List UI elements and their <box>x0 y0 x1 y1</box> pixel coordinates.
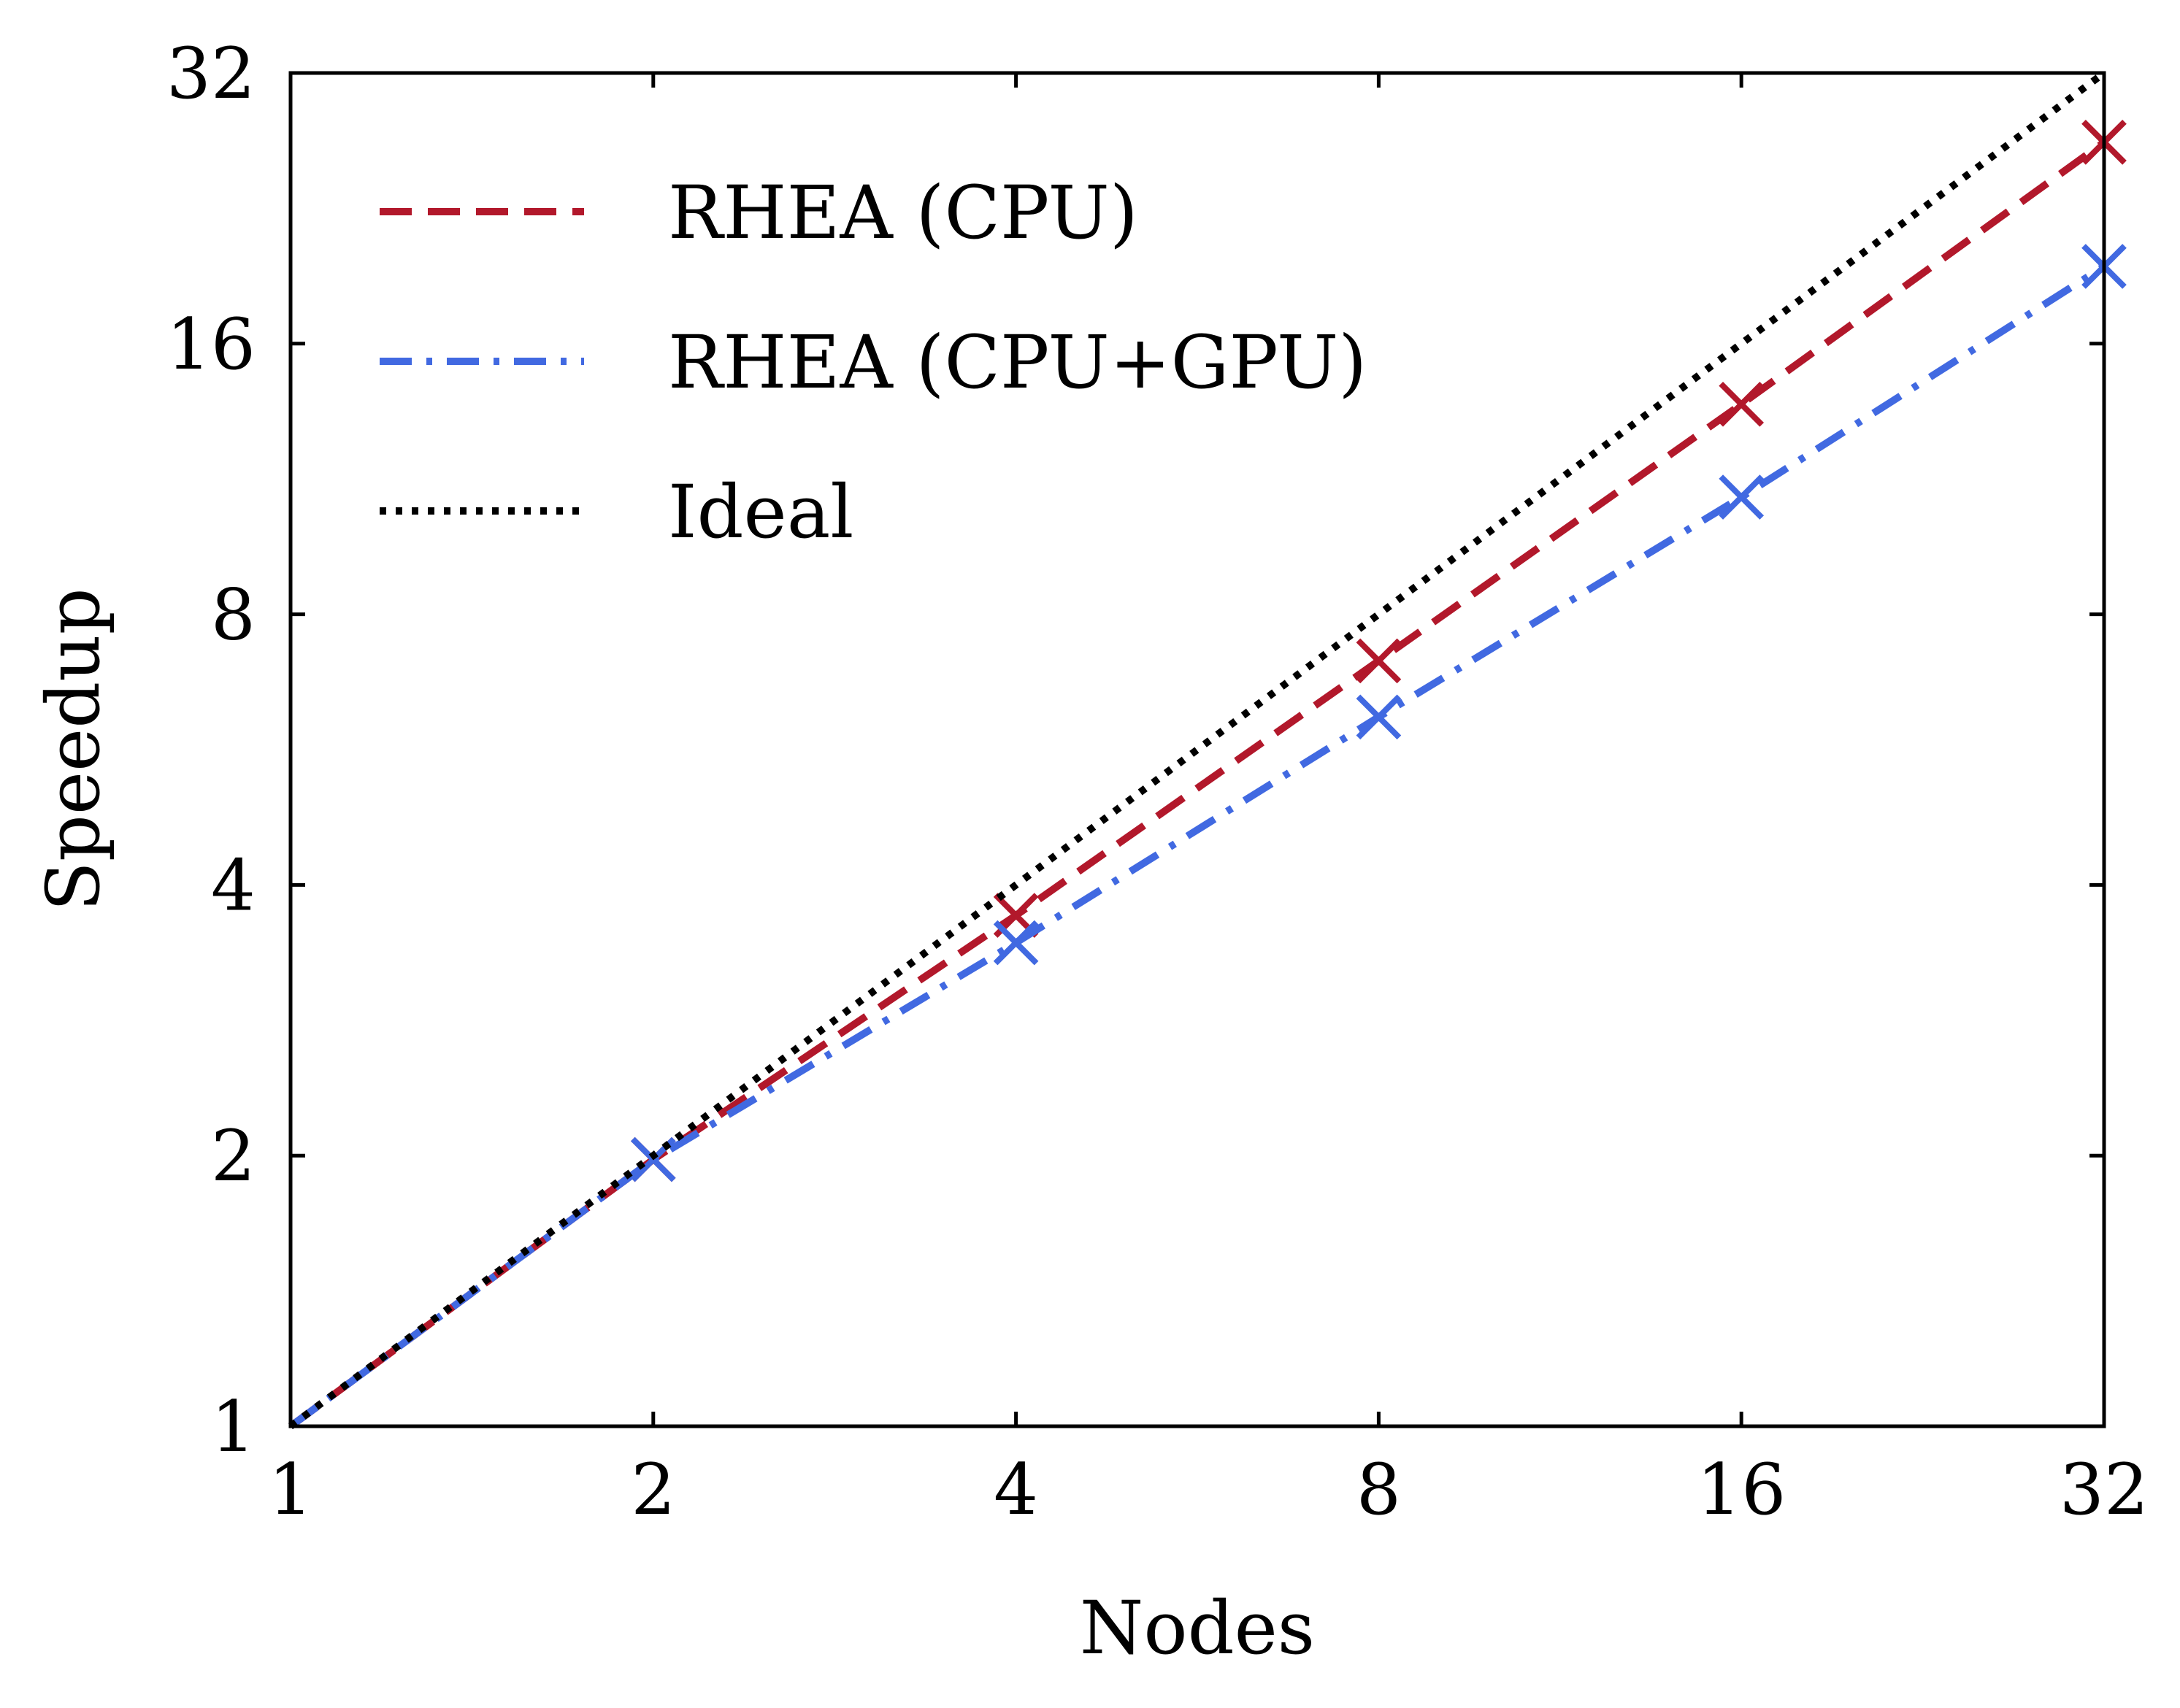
legend: RHEA (CPU) RHEA (CPU+GPU) Ideal <box>380 170 1367 555</box>
legend-label: Ideal <box>668 469 853 555</box>
legend-item: Ideal <box>380 469 853 555</box>
data-point <box>1356 694 1402 740</box>
y-tick-label: 1 <box>211 1386 256 1468</box>
tick-layer <box>288 71 2106 1428</box>
x-tick-label: 16 <box>1697 1449 1786 1531</box>
legend-label: RHEA (CPU) <box>668 170 1138 255</box>
x-tick-label: 1 <box>268 1449 312 1531</box>
x-tick-label: 2 <box>631 1449 675 1531</box>
series-layer <box>288 69 2127 1430</box>
data-point <box>1719 381 1765 427</box>
y-tick-label: 32 <box>166 33 256 115</box>
series-line-0 <box>288 139 2106 1430</box>
label-layer: 1 2 4 8 16 32 1 2 4 8 16 32 <box>166 33 2149 1531</box>
plot-frame <box>288 71 2106 1428</box>
x-tick-label: 4 <box>994 1449 1038 1531</box>
y-tick-label: 4 <box>211 845 256 926</box>
legend-label: RHEA (CPU+GPU) <box>668 320 1367 405</box>
data-point <box>1356 638 1402 684</box>
data-point <box>993 920 1039 966</box>
x-axis-title: Nodes <box>1080 1585 1315 1671</box>
data-point <box>1719 474 1765 520</box>
legend-item: RHEA (CPU+GPU) <box>380 320 1367 405</box>
legend-item: RHEA (CPU) <box>380 170 1138 255</box>
series-line-1 <box>288 263 2106 1430</box>
y-axis-title: Speedup <box>31 588 116 911</box>
x-tick-label: 8 <box>1356 1449 1401 1531</box>
y-tick-label: 8 <box>211 574 256 656</box>
y-tick-label: 16 <box>166 304 256 385</box>
y-tick-label: 2 <box>211 1115 256 1197</box>
x-tick-label: 32 <box>2060 1449 2149 1531</box>
